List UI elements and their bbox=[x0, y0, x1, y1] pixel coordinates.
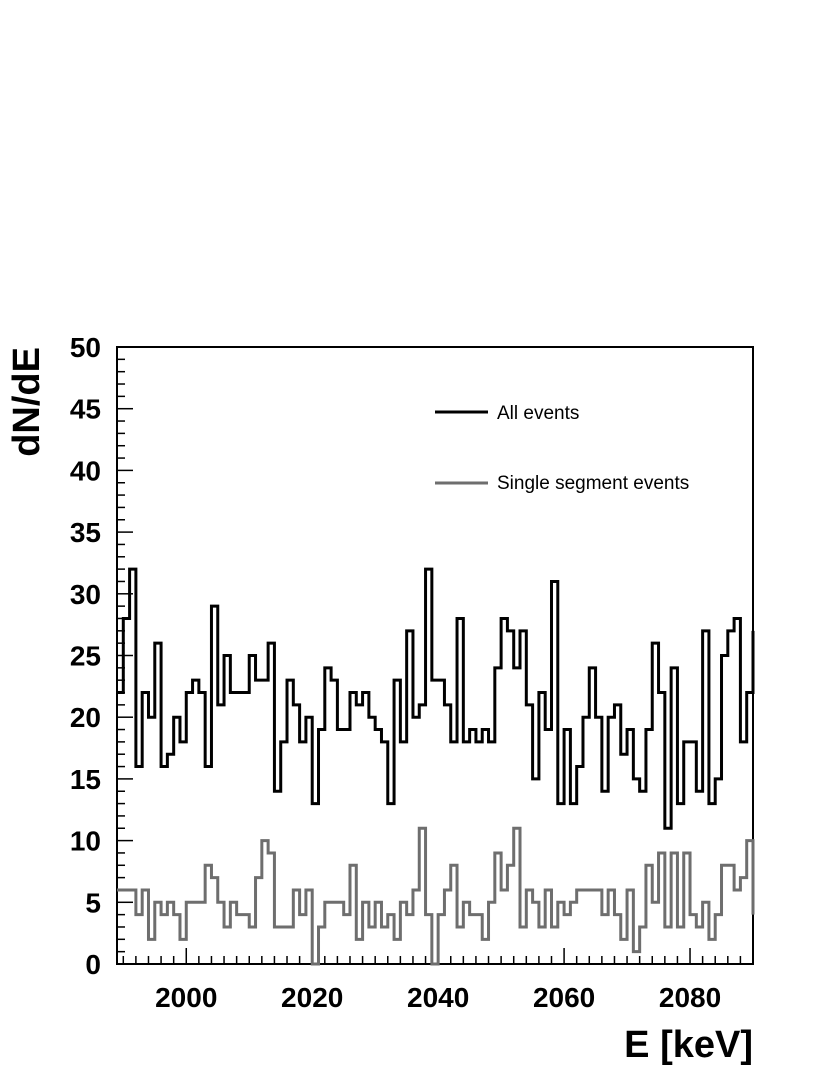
series-all-events-line bbox=[117, 567, 755, 830]
major-ticks bbox=[117, 346, 691, 965]
x-tick-label: 2040 bbox=[407, 982, 469, 1013]
y-tick-label: 35 bbox=[70, 517, 101, 548]
series-single-segment-events-line bbox=[117, 826, 755, 966]
y-tick-label: 40 bbox=[70, 455, 101, 486]
tick-labels: 0 5 10 15 20 25 30 35 40 45 50 2000 2020 2040 2060 2080 bbox=[70, 332, 721, 1013]
y-tick-label: 5 bbox=[85, 887, 101, 918]
x-tick-label: 2080 bbox=[659, 982, 721, 1013]
y-tick-label: 45 bbox=[70, 394, 101, 425]
x-tick-label: 2000 bbox=[155, 982, 217, 1013]
y-tick-label: 25 bbox=[70, 641, 101, 672]
legend: All events Single segment events bbox=[435, 403, 689, 494]
y-tick-label: 50 bbox=[70, 332, 101, 363]
y-tick-label: 10 bbox=[70, 826, 101, 857]
x-axis-title: E [keV] bbox=[624, 1024, 753, 1066]
legend-label-single-segment-events: Single segment events bbox=[497, 473, 689, 494]
y-tick-label: 20 bbox=[70, 702, 101, 733]
y-axis-title: dN/dE bbox=[6, 347, 48, 457]
y-tick-label: 0 bbox=[85, 949, 101, 980]
minor-ticks bbox=[117, 358, 754, 964]
x-tick-label: 2020 bbox=[281, 982, 343, 1013]
legend-label-all-events: All events bbox=[497, 403, 579, 424]
y-tick-label: 30 bbox=[70, 579, 101, 610]
series-layer bbox=[117, 567, 755, 966]
y-tick-label: 15 bbox=[70, 764, 101, 795]
x-tick-label: 2060 bbox=[533, 982, 595, 1013]
